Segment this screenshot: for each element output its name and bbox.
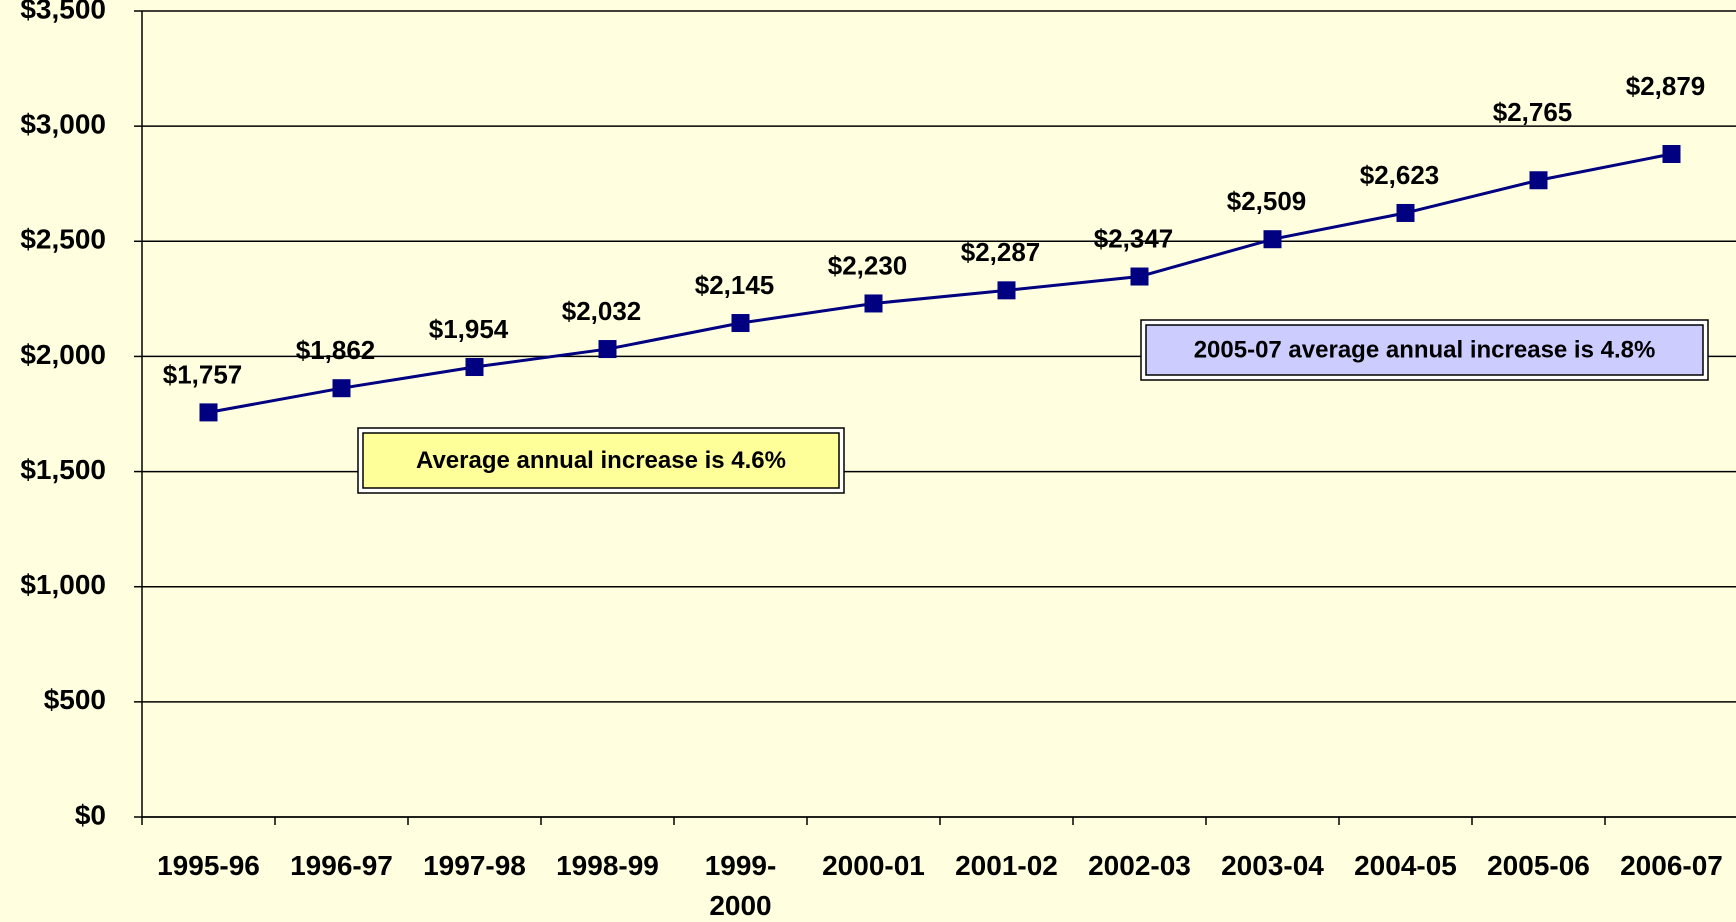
y-tick-label: $3,500 (20, 0, 106, 24)
x-tick-label: 2003-04 (1221, 850, 1324, 881)
marker (997, 281, 1016, 300)
x-tick-label: 2004-05 (1354, 850, 1457, 881)
data-label: $1,862 (296, 335, 376, 365)
series-line (208, 152, 1672, 414)
marker (1263, 230, 1282, 249)
annotation-fill (362, 432, 840, 489)
y-tick-label: $3,000 (20, 109, 106, 140)
data-label: $2,509 (1227, 186, 1307, 216)
data-label: $1,757 (163, 359, 243, 389)
data-label: $2,347 (1094, 223, 1174, 253)
annotation-fill (1145, 324, 1704, 376)
annotation-text: Average annual increase is 4.6% (416, 447, 786, 474)
x-tick-label: 2001-02 (955, 850, 1058, 881)
marker (199, 403, 218, 422)
marker (332, 379, 351, 398)
x-tick-label: 1998-99 (556, 850, 659, 881)
data-label: $2,879 (1626, 71, 1706, 101)
x-tick-label: 2002-03 (1088, 850, 1191, 881)
data-label: $2,145 (695, 270, 775, 300)
marker (465, 358, 484, 377)
y-tick-label: $2,500 (20, 224, 106, 255)
x-tick-label: 2005-06 (1487, 850, 1590, 881)
data-label: $2,230 (828, 250, 908, 280)
marker (864, 294, 883, 313)
marker (1130, 267, 1149, 286)
x-tick-label: 1995-96 (157, 850, 260, 881)
y-tick-label: $1,500 (20, 454, 106, 485)
data-label: $2,287 (961, 237, 1041, 267)
x-tick-label: 1996-97 (290, 850, 393, 881)
data-label: $2,032 (562, 296, 642, 326)
x-tick-label: 1999-2000 (704, 850, 777, 921)
marker (1662, 145, 1681, 164)
y-tick-label: $2,000 (20, 339, 106, 370)
x-tick-label: 2006-07 (1620, 850, 1723, 881)
data-label: $1,954 (429, 314, 509, 344)
y-tick-label: $1,000 (20, 569, 106, 600)
annotation-text: 2005-07 average annual increase is 4.8% (1194, 336, 1656, 363)
marker (598, 340, 617, 359)
y-tick-label: $500 (44, 684, 106, 715)
marker (1529, 171, 1548, 190)
data-label: $2,623 (1360, 160, 1440, 190)
data-label: $2,765 (1493, 97, 1573, 127)
x-tick-label: 2000-01 (822, 850, 925, 881)
marker (731, 314, 750, 333)
marker (1396, 203, 1415, 222)
y-tick-label: $0 (75, 799, 106, 830)
x-tick-label: 1997-98 (423, 850, 526, 881)
